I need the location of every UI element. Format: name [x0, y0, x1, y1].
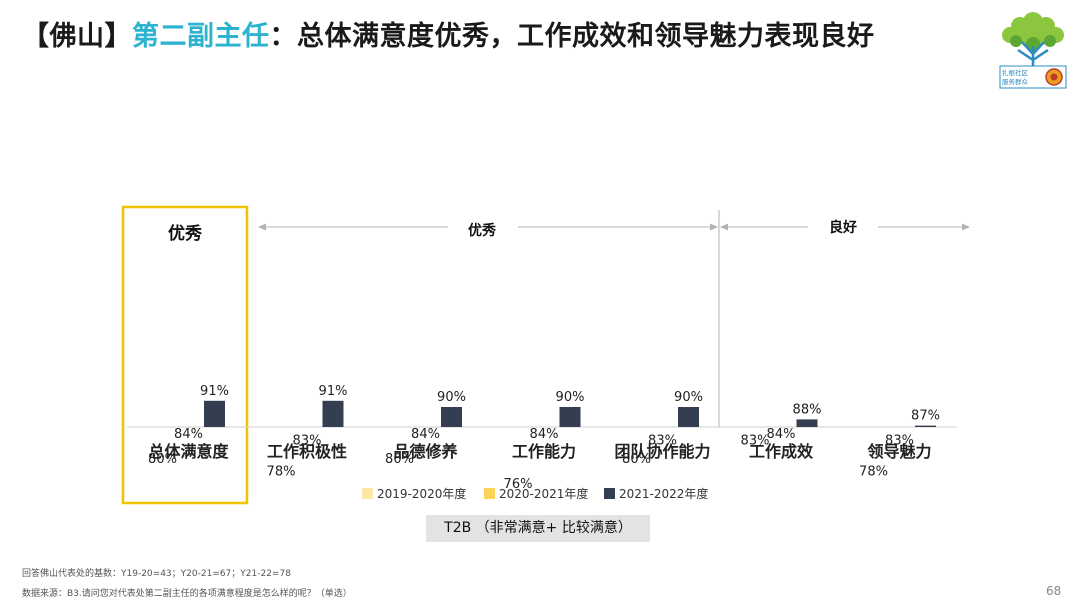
section-label-right: 良好 — [829, 219, 857, 236]
logo-text-top: 扎根社区 — [1002, 68, 1029, 77]
page-title: 【佛山】第二副主任：总体满意度优秀，工作成效和领导魅力表现良好 — [22, 14, 875, 53]
category-label: 总体满意度 — [148, 442, 229, 461]
bar-value-label: 91% — [319, 384, 348, 399]
label-mask-right — [808, 214, 878, 238]
section-label-left: 优秀 — [468, 222, 497, 239]
bar-value-label: 80% — [622, 452, 651, 467]
bar-value-label: 80% — [385, 452, 414, 467]
bar — [796, 419, 818, 427]
legend-label: 2019-2020年度 — [377, 486, 466, 501]
section-arrowhead-mid-right — [720, 223, 728, 231]
bar-value-label: 87% — [911, 409, 940, 424]
legend-label: 2020-2021年度 — [499, 486, 588, 501]
bar — [678, 407, 699, 427]
legend: 2019-2020年度 2020-2021年度 2021-2022年度 — [362, 486, 708, 501]
bar-value-label: 88% — [793, 402, 822, 417]
bars-layer — [204, 400, 936, 427]
bar-value-label: 84% — [767, 427, 796, 442]
highlight-box — [121, 205, 249, 505]
bar — [204, 400, 225, 427]
title-summary: ：总体满意度优秀，工作成效和领导魅力表现良好 — [269, 21, 875, 52]
bar-value-label: 84% — [174, 427, 203, 442]
bar-value-label: 84% — [530, 427, 559, 442]
bar-value-label: 76% — [504, 477, 533, 492]
page-number: 68 — [1046, 584, 1062, 598]
category-label: 工作成效 — [749, 442, 813, 461]
bar-value-label: 83% — [885, 433, 914, 448]
legend-swatch — [362, 488, 373, 499]
footnote-base: 回答佛山代表处的基数：Y19-20=43；Y20-21=67；Y21-22=78 — [22, 569, 291, 579]
t2b-label: T2B （非常满意+ 比较满意） — [426, 515, 650, 542]
tree-logo-icon: 扎根社区 服务群众 — [999, 12, 1067, 89]
bar-value-label: 90% — [674, 390, 703, 405]
bar-value-label: 83% — [293, 433, 322, 448]
category-label: 工作积极性 — [267, 442, 347, 461]
bar-value-label: 90% — [437, 390, 466, 405]
section-arrowhead-mid-left — [710, 223, 718, 231]
title-role: 第二副主任 — [132, 21, 270, 52]
bar — [441, 407, 462, 427]
category-labels-layer: 总体满意度 工作积极性 品德修养 工作能力 团队协作能力 工作成效 领导魅力 — [148, 442, 931, 461]
bar — [322, 400, 344, 427]
bar-value-label: 78% — [267, 464, 296, 479]
logo-text-bottom: 服务群众 — [1002, 77, 1029, 86]
bar-value-label: 80% — [148, 452, 177, 467]
bar — [915, 425, 936, 427]
label-mask-left — [448, 214, 518, 238]
category-label: 工作能力 — [512, 442, 576, 461]
legend-label: 2021-2022年度 — [619, 486, 708, 501]
bar-value-label: 91% — [200, 384, 229, 399]
category-label: 品德修养 — [393, 442, 458, 461]
bar-value-label: 78% — [859, 464, 888, 479]
legend-swatch — [484, 488, 495, 499]
value-labels-layer: 80% 84% 91% 78% 83% 91% 80% 84% 90% 76% 84% 90% 80% 8… — [148, 384, 940, 492]
legend-swatch — [604, 488, 615, 499]
category-label: 团队协作能力 — [614, 442, 710, 461]
bar-value-label: 84% — [411, 427, 440, 442]
bar-value-label: 90% — [556, 390, 585, 405]
title-region: 【佛山】 — [22, 21, 132, 52]
bar — [559, 407, 581, 427]
bar-value-label: 83% — [741, 433, 770, 448]
bar-value-label: 83% — [648, 433, 677, 448]
category-label: 领导魅力 — [867, 442, 931, 461]
highlight-label: 优秀 — [168, 223, 202, 244]
section-arrowhead-right — [962, 223, 970, 231]
footnote-source: 数据来源：B3.请问您对代表处第二副主任的各项满意程度是怎么样的呢？（单选） — [22, 589, 352, 599]
section-arrowhead-left — [258, 223, 266, 231]
